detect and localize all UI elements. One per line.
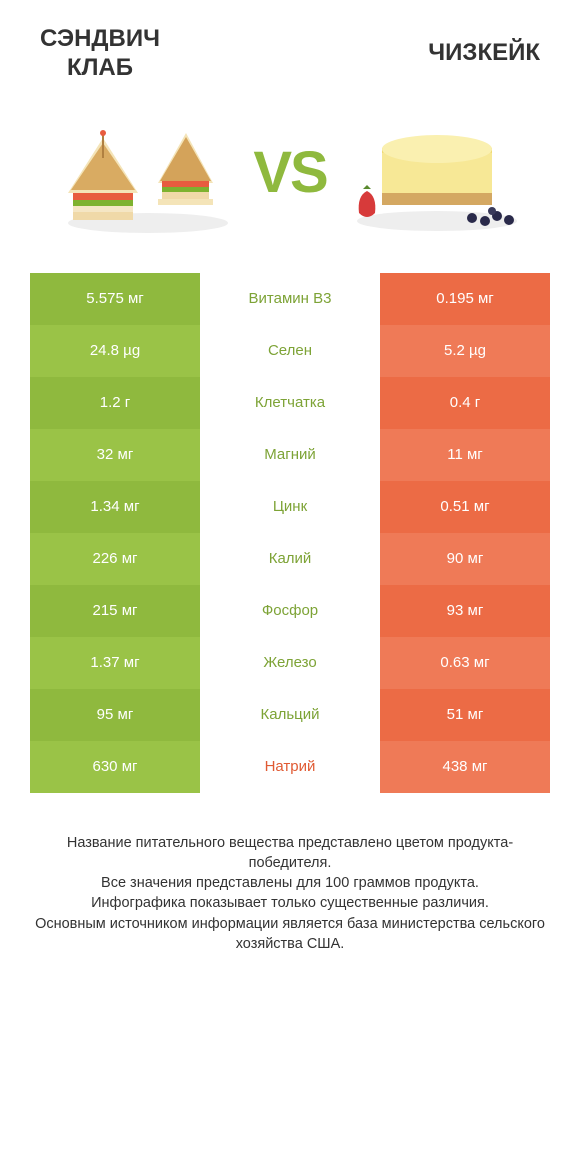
- nutrient-label: Железо: [200, 637, 380, 689]
- value-left: 5.575 мг: [30, 273, 200, 325]
- value-left: 226 мг: [30, 533, 200, 585]
- value-left: 215 мг: [30, 585, 200, 637]
- footer-line: Название питательного вещества представл…: [30, 833, 550, 874]
- nutrient-label: Селен: [200, 325, 380, 377]
- nutrient-label: Клетчатка: [200, 377, 380, 429]
- title-right: Чизкейк: [428, 39, 540, 68]
- table-row: 5.575 мгВитамин B30.195 мг: [30, 273, 550, 325]
- table-row: 1.34 мгЦинк0.51 мг: [30, 481, 550, 533]
- value-right: 51 мг: [380, 689, 550, 741]
- value-right: 0.195 мг: [380, 273, 550, 325]
- value-right: 0.51 мг: [380, 481, 550, 533]
- value-left: 1.37 мг: [30, 637, 200, 689]
- value-right: 438 мг: [380, 741, 550, 793]
- table-row: 32 мгМагний11 мг: [30, 429, 550, 481]
- value-right: 0.4 г: [380, 377, 550, 429]
- value-right: 5.2 µg: [380, 325, 550, 377]
- vs-label: VS: [253, 139, 326, 206]
- nutrient-label: Цинк: [200, 481, 380, 533]
- value-right: 90 мг: [380, 533, 550, 585]
- footer-line: Основным источником информации является …: [30, 914, 550, 955]
- table-row: 24.8 µgСелен5.2 µg: [30, 325, 550, 377]
- header-left-title: Сэндвич Клаб: [40, 25, 160, 83]
- nutrient-label: Кальций: [200, 689, 380, 741]
- header: Сэндвич Клаб Чизкейк: [0, 0, 580, 93]
- cheesecake-image: [337, 103, 527, 243]
- header-right-title: Чизкейк: [428, 39, 540, 68]
- table-row: 1.2 гКлетчатка0.4 г: [30, 377, 550, 429]
- table-row: 215 мгФосфор93 мг: [30, 585, 550, 637]
- nutrient-label: Витамин B3: [200, 273, 380, 325]
- footer-line: Инфографика показывает только существенн…: [30, 893, 550, 913]
- value-left: 32 мг: [30, 429, 200, 481]
- value-left: 1.34 мг: [30, 481, 200, 533]
- value-right: 11 мг: [380, 429, 550, 481]
- nutrient-label: Калий: [200, 533, 380, 585]
- value-left: 630 мг: [30, 741, 200, 793]
- footer-text: Название питательного вещества представл…: [0, 793, 580, 975]
- nutrient-label: Натрий: [200, 741, 380, 793]
- value-left: 24.8 µg: [30, 325, 200, 377]
- nutrient-label: Фосфор: [200, 585, 380, 637]
- value-right: 0.63 мг: [380, 637, 550, 689]
- table-row: 226 мгКалий90 мг: [30, 533, 550, 585]
- title-left: Сэндвич Клаб: [40, 25, 160, 83]
- value-left: 95 мг: [30, 689, 200, 741]
- nutrient-table: 5.575 мгВитамин B30.195 мг24.8 µgСелен5.…: [30, 273, 550, 793]
- value-left: 1.2 г: [30, 377, 200, 429]
- table-row: 95 мгКальций51 мг: [30, 689, 550, 741]
- table-row: 630 мгНатрий438 мг: [30, 741, 550, 793]
- images-row: VS: [0, 93, 580, 273]
- table-row: 1.37 мгЖелезо0.63 мг: [30, 637, 550, 689]
- sandwich-image: [53, 103, 243, 243]
- value-right: 93 мг: [380, 585, 550, 637]
- nutrient-label: Магний: [200, 429, 380, 481]
- footer-line: Все значения представлены для 100 граммо…: [30, 873, 550, 893]
